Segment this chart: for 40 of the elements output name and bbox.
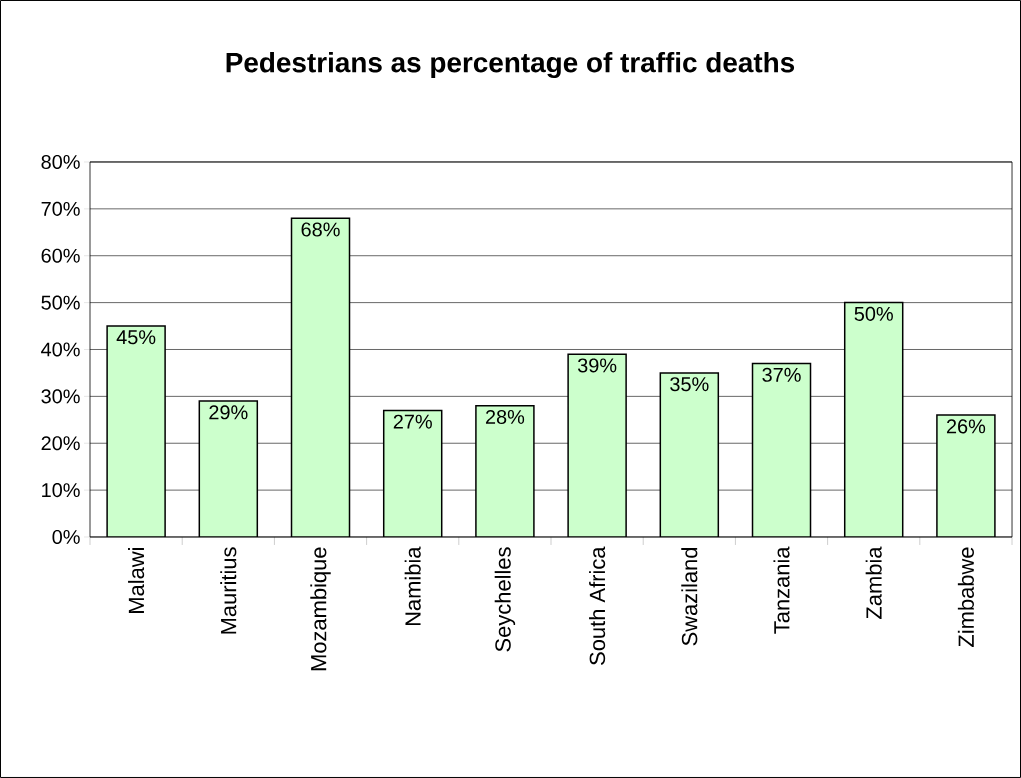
data-label: 39% xyxy=(577,358,617,373)
bar xyxy=(475,405,534,537)
x-tick-label: Tanzania xyxy=(773,546,790,634)
x-tick-label: Mozambique xyxy=(310,547,331,671)
y-tick-label: 40% xyxy=(41,342,80,357)
y-tick-label: 30% xyxy=(41,389,80,404)
y-tick-label: 10% xyxy=(42,483,80,498)
data-label: 29% xyxy=(209,405,248,420)
bar xyxy=(199,401,258,537)
chart-title: Pedestrians as percentage of traffic deaths xyxy=(226,51,795,79)
x-tick-label: Seychelles xyxy=(494,547,516,652)
bar xyxy=(291,218,350,537)
data-label: 68% xyxy=(301,222,340,237)
x-tick-label: Zambia xyxy=(865,546,882,619)
data-label: 28% xyxy=(485,409,525,425)
data-label: 50% xyxy=(854,306,893,321)
data-label: 27% xyxy=(393,414,432,429)
y-tick-label: 20% xyxy=(41,436,80,451)
data-label: 37% xyxy=(762,367,801,382)
bar xyxy=(752,363,811,537)
bar xyxy=(936,414,996,537)
y-tick-label: 60% xyxy=(41,248,80,263)
y-tick-label: 50% xyxy=(41,295,80,310)
bar xyxy=(844,302,903,537)
data-label: 35% xyxy=(670,377,709,392)
x-tick-label: Swaziland xyxy=(681,547,698,646)
x-tick-label: Namibia xyxy=(404,546,421,626)
bar xyxy=(568,354,627,537)
y-tick-label: 0% xyxy=(52,529,80,545)
data-label: 45% xyxy=(116,330,156,345)
y-tick-label: 80% xyxy=(41,154,80,170)
y-tick-label: 70% xyxy=(41,201,80,216)
x-tick-label: Zimbabwe xyxy=(957,547,974,647)
bar xyxy=(107,326,166,537)
x-tick-label: Malawi xyxy=(128,548,145,613)
data-label: 26% xyxy=(946,419,986,434)
x-tick-label: South Africa xyxy=(589,546,606,665)
x-tick-label: Mauritius xyxy=(220,547,237,634)
bar xyxy=(660,372,719,537)
bar xyxy=(383,410,442,537)
